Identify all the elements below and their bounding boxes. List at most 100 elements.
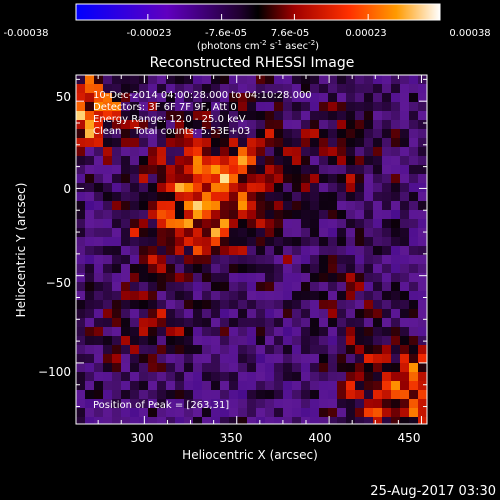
heatmap-cell: [211, 147, 221, 157]
heatmap-cell: [85, 237, 95, 247]
heatmap-cell: [328, 336, 338, 346]
heatmap-cell: [364, 129, 374, 139]
heatmap-cell: [103, 300, 113, 310]
heatmap-cell: [265, 354, 275, 364]
heatmap-cell: [211, 363, 221, 373]
heatmap-cell: [364, 291, 374, 301]
heatmap-cell: [76, 327, 86, 337]
heatmap-cell: [319, 75, 329, 85]
heatmap-cell: [85, 192, 95, 202]
heatmap-cell: [256, 228, 266, 238]
heatmap-cell: [382, 138, 392, 148]
heatmap-cell: [265, 129, 275, 139]
heatmap-cell: [274, 210, 284, 220]
heatmap-cell: [139, 192, 149, 202]
heatmap-cell: [292, 246, 302, 256]
heatmap-cell: [130, 255, 140, 265]
heatmap-cell: [346, 219, 356, 229]
heatmap-cell: [382, 264, 392, 274]
heatmap-cell: [121, 138, 131, 148]
heatmap-cell: [301, 129, 311, 139]
heatmap-cell: [337, 408, 347, 418]
heatmap-cell: [256, 129, 266, 139]
heatmap-cell: [274, 390, 284, 400]
heatmap-cell: [274, 372, 284, 382]
heatmap-cell: [373, 228, 383, 238]
heatmap-cell: [130, 273, 140, 283]
heatmap-cell: [256, 156, 266, 166]
heatmap-cell: [391, 354, 401, 364]
heatmap-cell: [400, 183, 410, 193]
heatmap-cell: [418, 273, 428, 283]
heatmap-cell: [103, 165, 113, 175]
heatmap-cell: [400, 129, 410, 139]
heatmap-cell: [382, 309, 392, 319]
heatmap-cell: [373, 102, 383, 112]
heatmap-cell: [373, 75, 383, 85]
heatmap-cell: [211, 273, 221, 283]
heatmap-cell: [202, 381, 212, 391]
heatmap-cell: [256, 390, 266, 400]
heatmap-cell: [139, 381, 149, 391]
heatmap-cell: [355, 408, 365, 418]
heatmap-cell: [175, 192, 185, 202]
heatmap-cell: [274, 138, 284, 148]
heatmap-cell: [265, 120, 275, 130]
heatmap-cell: [400, 381, 410, 391]
heatmap-cell: [139, 156, 149, 166]
heatmap-cell: [121, 201, 131, 211]
heatmap-cell: [247, 417, 257, 427]
heatmap-cell: [247, 111, 257, 121]
heatmap-cell: [265, 336, 275, 346]
heatmap-cell: [292, 345, 302, 355]
heatmap-cell: [355, 75, 365, 85]
heatmap-cell: [292, 138, 302, 148]
heatmap-cell: [166, 273, 176, 283]
heatmap-cell: [238, 192, 248, 202]
heatmap-cell: [283, 282, 293, 292]
heatmap-cell: [337, 372, 347, 382]
heatmap-cell: [193, 300, 203, 310]
heatmap-cell: [193, 318, 203, 328]
heatmap-cell: [94, 309, 104, 319]
heatmap-cell: [220, 336, 230, 346]
heatmap-cell: [193, 390, 203, 400]
heatmap-cell: [337, 93, 347, 103]
heatmap-cell: [274, 381, 284, 391]
heatmap-cell: [256, 408, 266, 418]
heatmap-cell: [148, 75, 158, 85]
heatmap-cell: [409, 417, 419, 427]
heatmap-cell: [202, 228, 212, 238]
heatmap-cell: [373, 210, 383, 220]
heatmap-cell: [220, 201, 230, 211]
heatmap-cell: [193, 309, 203, 319]
heatmap-cell: [85, 381, 95, 391]
heatmap-cell: [391, 408, 401, 418]
heatmap-cell: [184, 417, 194, 427]
heatmap-cell: [382, 354, 392, 364]
heatmap-cell: [238, 300, 248, 310]
heatmap-cell: [202, 156, 212, 166]
heatmap-cell: [184, 192, 194, 202]
heatmap-cell: [220, 255, 230, 265]
heatmap-cell: [157, 246, 167, 256]
heatmap-cell: [112, 228, 122, 238]
heatmap-cell: [175, 336, 185, 346]
heatmap-cell: [256, 102, 266, 112]
heatmap-cell: [94, 138, 104, 148]
heatmap-cell: [166, 246, 176, 256]
heatmap-cell: [148, 156, 158, 166]
heatmap-cell: [139, 291, 149, 301]
heatmap-cell: [319, 318, 329, 328]
heatmap-cell: [283, 300, 293, 310]
heatmap-cell: [175, 327, 185, 337]
heatmap-cell: [265, 309, 275, 319]
heatmap-cell: [319, 282, 329, 292]
heatmap-cell: [148, 147, 158, 157]
heatmap-cell: [409, 138, 419, 148]
heatmap-cell: [157, 183, 167, 193]
heatmap-cell: [382, 219, 392, 229]
heatmap-cell: [220, 354, 230, 364]
x-tick-label: 300: [131, 431, 154, 445]
heatmap-cell: [193, 183, 203, 193]
